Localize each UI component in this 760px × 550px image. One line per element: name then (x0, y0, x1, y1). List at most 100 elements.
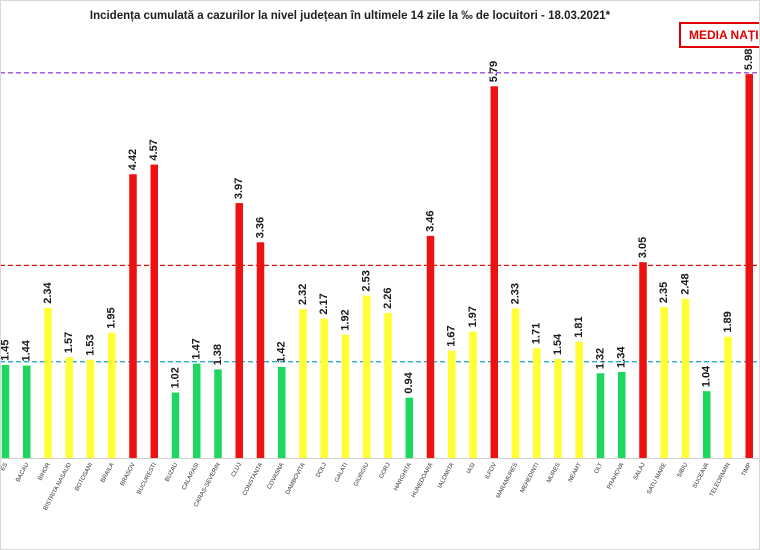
category-label-bacau: BACAU (16, 462, 31, 483)
value-label-ilfov: 5.79 (488, 61, 500, 82)
bar-calarasi (193, 363, 201, 458)
category-label-arges: ES (0, 462, 9, 472)
value-label-bucuresti: 4.57 (148, 139, 160, 160)
value-label-harghita: 0.94 (403, 371, 415, 393)
bar-timis (745, 74, 753, 459)
bar-harghita (405, 397, 413, 458)
value-label-giurgiu: 2.53 (361, 270, 373, 291)
bar-olt (596, 373, 605, 458)
bar-caras-severin (214, 369, 222, 458)
category-label-prahova: PRAHOVA (607, 462, 626, 490)
bar-suceava (703, 391, 711, 458)
value-label-teleorman: 1.89 (722, 311, 734, 332)
category-label-bihor: BIHOR (38, 462, 53, 482)
bar-constanta (256, 242, 265, 458)
value-label-caras-severin: 1.38 (212, 344, 224, 365)
value-label-bacau: 1.44 (21, 339, 33, 361)
value-label-hunedoara: 3.46 (425, 210, 437, 231)
category-label-gorj: GORJ (379, 462, 392, 480)
value-label-sibiu: 2.48 (680, 273, 692, 294)
bar-cluj (235, 203, 243, 458)
category-label-olt: OLT (594, 462, 605, 475)
value-label-prahova: 1.34 (616, 346, 628, 368)
bar-dambovita (299, 309, 307, 458)
value-label-cluj: 3.97 (233, 178, 245, 199)
value-label-arges: 1.45 (0, 339, 12, 360)
bar-buzau (171, 392, 180, 458)
category-label-hunedoara: HUNEDOARA (411, 462, 434, 499)
value-label-olt: 1.32 (595, 348, 607, 369)
value-label-salaj: 3.05 (637, 237, 649, 258)
value-label-timis: 5.98 (743, 49, 755, 70)
bar-botosani (86, 359, 95, 458)
bar-bihor (44, 307, 52, 458)
bars-group (1, 74, 753, 459)
bar-brasov (129, 174, 137, 458)
category-label-cluj: CLUJ (231, 462, 243, 478)
category-label-timis: TIMP (741, 462, 753, 477)
category-label-botosani: BOTOSANI (74, 462, 94, 492)
value-label-constanta: 3.36 (255, 217, 267, 238)
bar-gorj (384, 312, 392, 458)
bar-teleorman (724, 336, 732, 458)
value-label-buzau: 1.02 (170, 367, 182, 388)
value-label-braila: 1.95 (106, 307, 118, 328)
bar-ialomita (448, 350, 456, 458)
value-label-dolj: 2.17 (318, 293, 330, 314)
bar-ilfov (490, 86, 498, 459)
bar-covasna (278, 366, 286, 458)
value-label-bistrita-nasaud: 1.57 (63, 332, 75, 353)
category-label-maramures: MARAMURES (496, 462, 520, 499)
value-label-maramures: 2.33 (510, 283, 522, 304)
value-label-satu-mare: 2.35 (658, 282, 670, 303)
category-label-ilfov: ILFOV (485, 462, 498, 480)
bar-hunedoara (426, 235, 435, 458)
category-label-dolj: DOLJ (316, 462, 329, 478)
value-label-ialomita: 1.67 (446, 325, 458, 346)
bar-mehedinti (533, 348, 541, 458)
category-label-harghita: HARGHITA (393, 462, 413, 492)
category-label-covasna: COVASNA (267, 462, 286, 490)
category-label-satu-mare: SATU MARE (646, 462, 668, 495)
bar-braila (108, 332, 116, 458)
value-label-mures: 1.54 (552, 333, 564, 355)
bar-giurgiu (363, 295, 371, 458)
category-label-giurgiu: GIURGIU (353, 462, 370, 487)
category-label-bucuresti: BUCURESTI (136, 462, 158, 496)
category-label-salaj: SALAJ (633, 462, 647, 481)
category-label-teleorman: TELEORMAN (709, 462, 732, 498)
bar-satu-mare (660, 307, 668, 458)
category-label-neamt: NEAMT (568, 462, 583, 484)
category-label-braila: BRAILA (100, 462, 115, 484)
value-label-covasna: 1.42 (276, 341, 288, 362)
category-label-sibiu: SIBIU (677, 462, 690, 479)
category-label-suceava: SUCEAVA (692, 462, 710, 489)
value-label-calarasi: 1.47 (191, 338, 203, 359)
bar-bucuresti (150, 164, 158, 458)
value-label-galati: 1.92 (340, 309, 352, 330)
value-label-iasi: 1.97 (467, 306, 479, 327)
category-label-galati: GALATI (334, 462, 349, 484)
category-label-brasov: BRASOV (120, 462, 137, 487)
reference-lines (0, 72, 760, 363)
bar-prahova (618, 371, 626, 458)
chart-title: Incidența cumulată a cazurilor la nivel … (89, 10, 611, 22)
value-label-neamt: 1.81 (573, 316, 585, 337)
bar-galati (341, 334, 350, 458)
value-label-brasov: 4.42 (127, 149, 139, 170)
category-label-dambovita: DAMBOVITA (285, 462, 307, 496)
bar-bistrita-nasaud (65, 357, 73, 458)
media-nationala-legend: MEDIA NAȚIO (679, 22, 760, 48)
value-label-botosani: 1.53 (85, 334, 97, 355)
bar-arges (1, 364, 10, 458)
bar-neamt (575, 341, 583, 458)
bar-mures (554, 359, 562, 458)
category-label-mures: MURES (546, 462, 561, 484)
value-labels-group: 1.45 1.44 2.34 1.57 1.53 1.95 4.42 4.57 1.02 1.47… (0, 49, 755, 394)
category-label-buzau: BUZAU (164, 462, 179, 483)
bar-bacau (23, 365, 31, 458)
bar-salaj (639, 262, 647, 458)
category-label-iasi: IASI (466, 462, 477, 475)
